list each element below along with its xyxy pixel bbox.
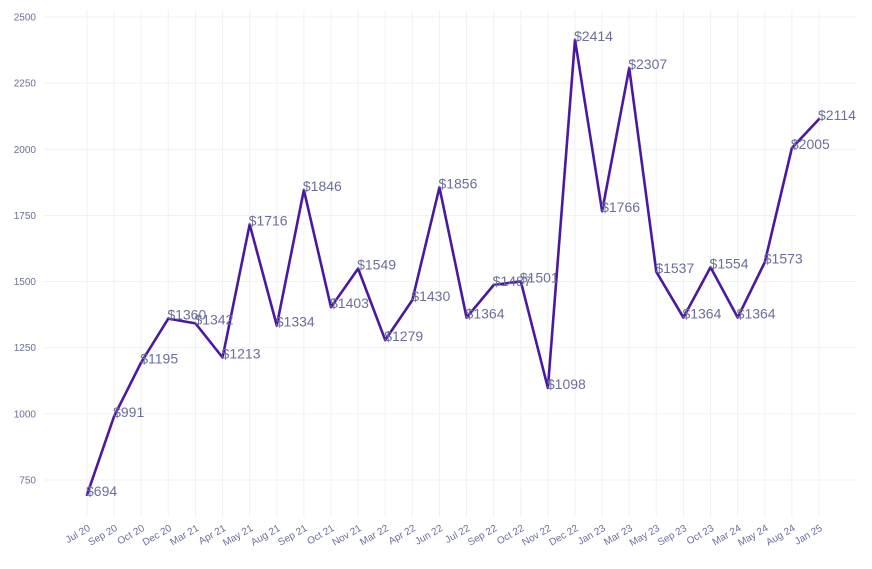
data-label: $1195: [140, 350, 178, 366]
data-label: $2005: [791, 136, 830, 152]
x-tick-label: Mar 22: [358, 523, 391, 548]
y-tick-label: 2250: [14, 79, 37, 90]
grid: [44, 10, 856, 517]
x-tick-label: Oct 22: [495, 523, 526, 547]
data-label: $1213: [222, 346, 261, 362]
y-tick-label: 2500: [14, 13, 37, 24]
x-tick-label: May 23: [628, 523, 662, 549]
data-label: $1364: [466, 306, 505, 322]
x-tick-label: Aug 21: [249, 523, 282, 549]
data-label: $2307: [628, 56, 667, 72]
data-label: $1098: [547, 376, 586, 392]
data-label: $1403: [330, 295, 369, 311]
data-labels: $694 $991 $1195 $1360$1342 $1213 $1716 $1334 $1…: [86, 28, 856, 499]
y-tick-label: 1000: [14, 409, 37, 420]
data-label: $991: [113, 404, 144, 420]
data-label: $1549: [357, 257, 396, 273]
data-label: $1342: [194, 311, 233, 327]
x-tick-label: Nov 22: [520, 523, 553, 549]
data-label: $1856: [438, 175, 477, 191]
x-tick-label: Sep 20: [87, 523, 120, 549]
x-tick-label: Apr 22: [387, 523, 418, 547]
y-tick-label: 1250: [14, 343, 37, 354]
data-label: $1537: [655, 260, 694, 276]
x-tick-label: Dec 22: [548, 523, 581, 549]
data-label: $1487: [493, 273, 532, 289]
y-tick-label: 1500: [14, 277, 37, 288]
x-tick-label: May 24: [736, 523, 770, 549]
data-label: $1573: [764, 250, 803, 266]
data-label: $694: [86, 483, 117, 499]
x-tick-label: Sep 22: [466, 523, 499, 549]
data-label: $1846: [303, 178, 342, 194]
data-label: $1501: [520, 269, 559, 285]
data-label: $1766: [601, 199, 640, 215]
y-tick-label: 1750: [14, 211, 37, 222]
x-tick-label: Jan 23: [576, 523, 608, 548]
y-tick-label: 750: [19, 476, 36, 487]
data-label: $1334: [276, 313, 315, 329]
y-tick-label: 2000: [14, 145, 37, 156]
x-tick-label: Dec 20: [141, 523, 174, 549]
x-tick-label: Mar 21: [168, 523, 201, 548]
data-label: $2114: [818, 107, 856, 123]
x-tick-label: Sep 23: [656, 523, 689, 549]
x-tick-label: Sep 21: [276, 523, 309, 549]
x-tick-label: Oct 21: [305, 523, 336, 547]
data-label: $1364: [682, 306, 721, 322]
series-line: [85, 38, 821, 497]
x-tick-label: Jun 22: [413, 523, 445, 548]
x-tick-label: Nov 21: [331, 523, 364, 549]
x-tick-label: May 21: [221, 523, 255, 549]
data-label: $1279: [384, 328, 423, 344]
data-label: $1364: [737, 306, 776, 322]
data-label: $2414: [574, 28, 613, 44]
data-label: $1554: [710, 255, 749, 271]
x-tick-label: Jan 25: [793, 523, 825, 548]
data-label: $1716: [249, 212, 288, 228]
x-tick-label: Oct 20: [116, 523, 147, 547]
x-tick-label: Aug 24: [764, 523, 797, 549]
data-label: $1360: [167, 307, 206, 323]
y-axis-ticks: 750 1000 1250 1500 1750 2000 2250 2500: [14, 13, 37, 487]
x-tick-label: Oct 23: [685, 523, 716, 547]
data-label: $1430: [411, 288, 450, 304]
